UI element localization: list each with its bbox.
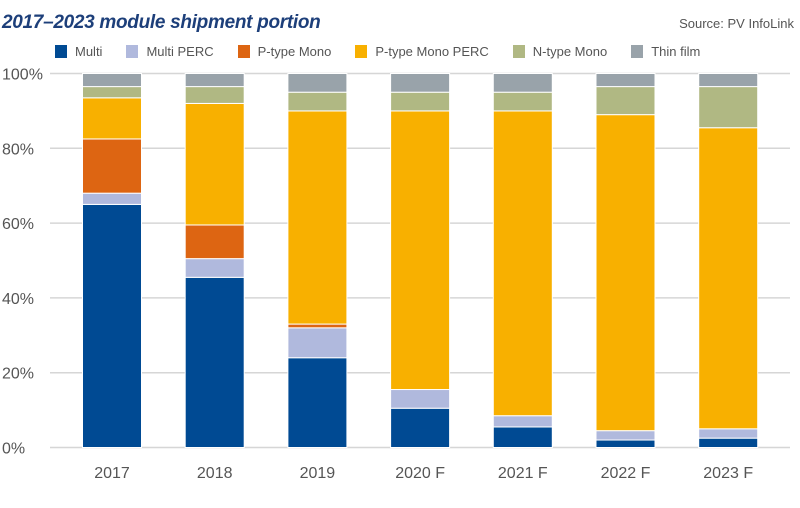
y-tick-label: 20%: [2, 366, 34, 383]
bar-segment: [390, 91, 451, 112]
bar-segment: [595, 86, 656, 116]
bar-segment: [82, 97, 142, 140]
bar-segment: [82, 203, 142, 448]
x-tick-label: 2019: [300, 465, 336, 482]
bar-segment: [492, 91, 553, 112]
bar-segment: [698, 428, 759, 439]
bar-segment: [595, 114, 656, 432]
legend-label: N-type Mono: [532, 44, 608, 59]
bar-segment: [698, 73, 759, 88]
bar-segment: [698, 86, 759, 129]
x-tick-label: 2021 F: [498, 465, 548, 482]
legend-label: P-type Mono PERC: [375, 44, 489, 59]
bar-segment: [492, 426, 553, 448]
bar-segment: [390, 407, 451, 449]
legend-item: P-type Mono: [237, 44, 332, 59]
bar-segment: [184, 102, 245, 226]
bar-segment: [184, 86, 245, 104]
y-tick-label: 60%: [2, 216, 34, 233]
legend-item: P-type Mono PERC: [355, 44, 489, 59]
bar-segment: [82, 138, 142, 194]
bar-segment: [390, 389, 451, 409]
legend-swatch: [355, 45, 368, 58]
bar-segment: [287, 73, 348, 93]
x-tick-label: 2022 F: [601, 465, 651, 482]
bar-segment: [184, 258, 245, 278]
legend-item: Thin film: [631, 44, 700, 59]
x-tick-label: 2023 F: [703, 465, 753, 482]
legend-item: Multi: [55, 44, 102, 59]
bar-segment: [595, 430, 656, 441]
y-tick-label: 40%: [2, 291, 34, 308]
legend-swatch: [512, 45, 525, 58]
bar-segment: [390, 73, 451, 93]
x-tick-label: 2017: [94, 465, 130, 482]
bar-segment: [287, 327, 348, 359]
legend-item: N-type Mono: [512, 44, 608, 59]
legend: Multi Multi PERC P-type Mono P-type Mono PE…: [55, 44, 724, 59]
bar-segment: [184, 73, 245, 88]
y-tick-label: 80%: [2, 141, 34, 158]
legend-swatch: [126, 45, 139, 58]
legend-label: Multi PERC: [146, 44, 214, 59]
legend-label: Thin film: [651, 44, 701, 59]
bar-segment: [184, 224, 245, 260]
legend-swatch: [55, 45, 67, 58]
bar-segment: [287, 357, 348, 448]
bar-segment: [595, 73, 656, 88]
bar-segment: [595, 439, 656, 448]
bar-segment: [287, 323, 348, 329]
legend-label: Multi: [75, 44, 103, 59]
bar-segment: [82, 86, 142, 99]
legend-label: P-type Mono: [257, 44, 332, 59]
bar-segment: [82, 73, 142, 88]
x-tick-label: 2018: [197, 465, 233, 482]
bar-segment: [287, 91, 348, 112]
bar-segment: [492, 73, 553, 93]
bar-segment: [184, 276, 245, 448]
legend-item: Multi PERC: [126, 44, 214, 59]
legend-swatch: [631, 45, 644, 58]
x-tick-label: 2020 F: [395, 465, 445, 482]
y-tick-label: 100%: [2, 67, 43, 84]
bar-segment: [492, 415, 553, 428]
bar-segment: [82, 192, 142, 205]
bar-segment: [287, 110, 348, 325]
bar-segment: [698, 127, 759, 430]
bar-segment: [698, 437, 759, 448]
bar-segment: [492, 110, 553, 417]
chart-source: Source: PV InfoLink: [679, 16, 794, 31]
chart-title: 2017–2023 module shipment portion: [2, 12, 321, 33]
legend-swatch: [237, 45, 250, 58]
bar-segment: [390, 110, 451, 391]
y-tick-label: 0%: [2, 441, 25, 458]
